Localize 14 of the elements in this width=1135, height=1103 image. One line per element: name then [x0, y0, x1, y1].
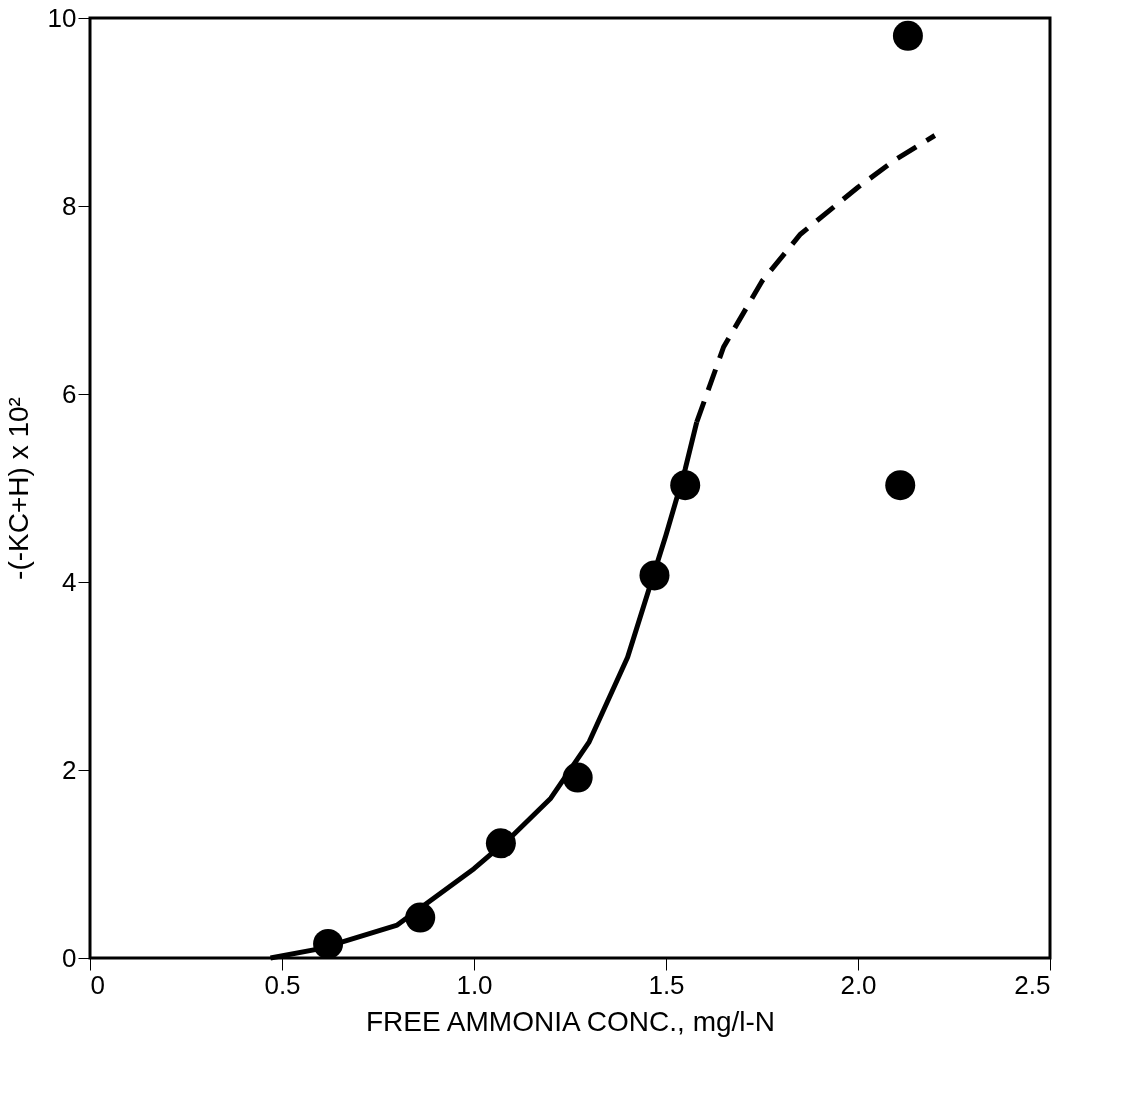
x-axis-title: FREE AMMONIA CONC., mg/l-N	[365, 1005, 776, 1037]
y-tick-label: 6	[62, 378, 77, 409]
x-tick-label: 2.0	[840, 969, 877, 1000]
y-tick-label: 0	[62, 942, 77, 973]
y-tick-label: 10	[47, 2, 77, 33]
y-tick-label: 4	[62, 566, 77, 597]
y-tick-label: 8	[62, 190, 77, 221]
y-axis-title: -(-KC+H) x 10²	[2, 397, 34, 580]
x-tick-label: 0	[90, 969, 105, 1000]
x-tick-label: 0.5	[264, 969, 301, 1000]
x-tick-label: 2.5	[1014, 969, 1051, 1000]
y-tick-label: 2	[62, 754, 77, 785]
x-tick-label: 1.0	[456, 969, 493, 1000]
x-tick-label: 1.5	[648, 969, 685, 1000]
